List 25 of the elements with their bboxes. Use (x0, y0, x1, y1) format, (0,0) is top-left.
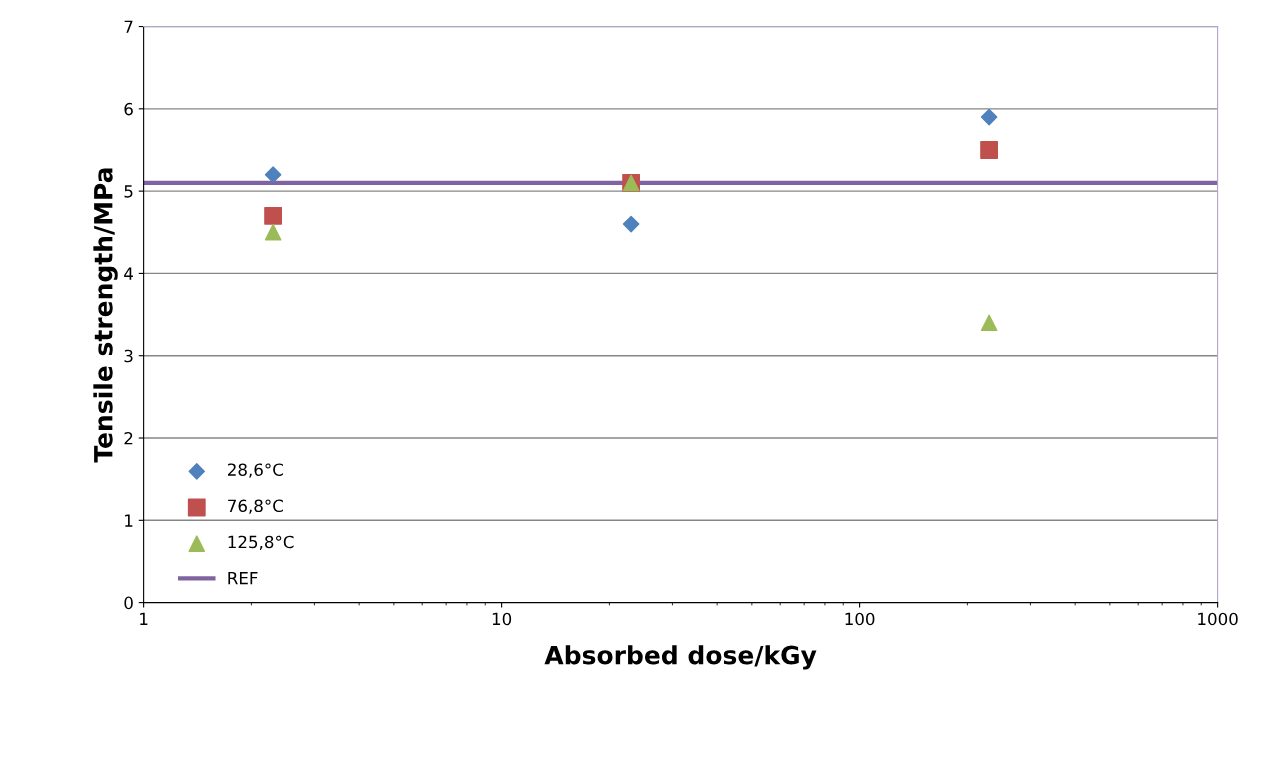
y-tick-label: 1 (125, 514, 133, 527)
point (264, 206, 283, 225)
x-tick-label: 1 (140, 612, 148, 625)
y-tick-label: 6 (124, 102, 133, 116)
y-tick-label: 5 (124, 185, 133, 198)
y-tick-label: 2 (124, 431, 133, 445)
y-tick-label: 0 (124, 596, 133, 610)
y-axis-title: Tensile strength/MPa (93, 168, 118, 463)
x-tick-label: 1000 (1198, 612, 1238, 626)
x-tick-label: 10 (492, 612, 512, 626)
y-tick-label: 3 (124, 349, 133, 363)
legend-label: REF (228, 571, 258, 585)
point (622, 215, 640, 233)
x-tick-label: 100 (845, 612, 875, 626)
point (980, 314, 998, 332)
point (980, 141, 999, 159)
legend-label: 125,8°C (228, 535, 294, 550)
legend-label: 28,6°C (227, 463, 283, 478)
point (264, 166, 282, 183)
x-axis-title: Absorbed dose/kGy (544, 645, 817, 670)
y-tick-label: 4 (124, 267, 133, 280)
point (264, 223, 282, 241)
y-tick-label: 7 (124, 20, 133, 33)
point (980, 108, 998, 126)
legend-label: 76,8°C (228, 499, 283, 514)
